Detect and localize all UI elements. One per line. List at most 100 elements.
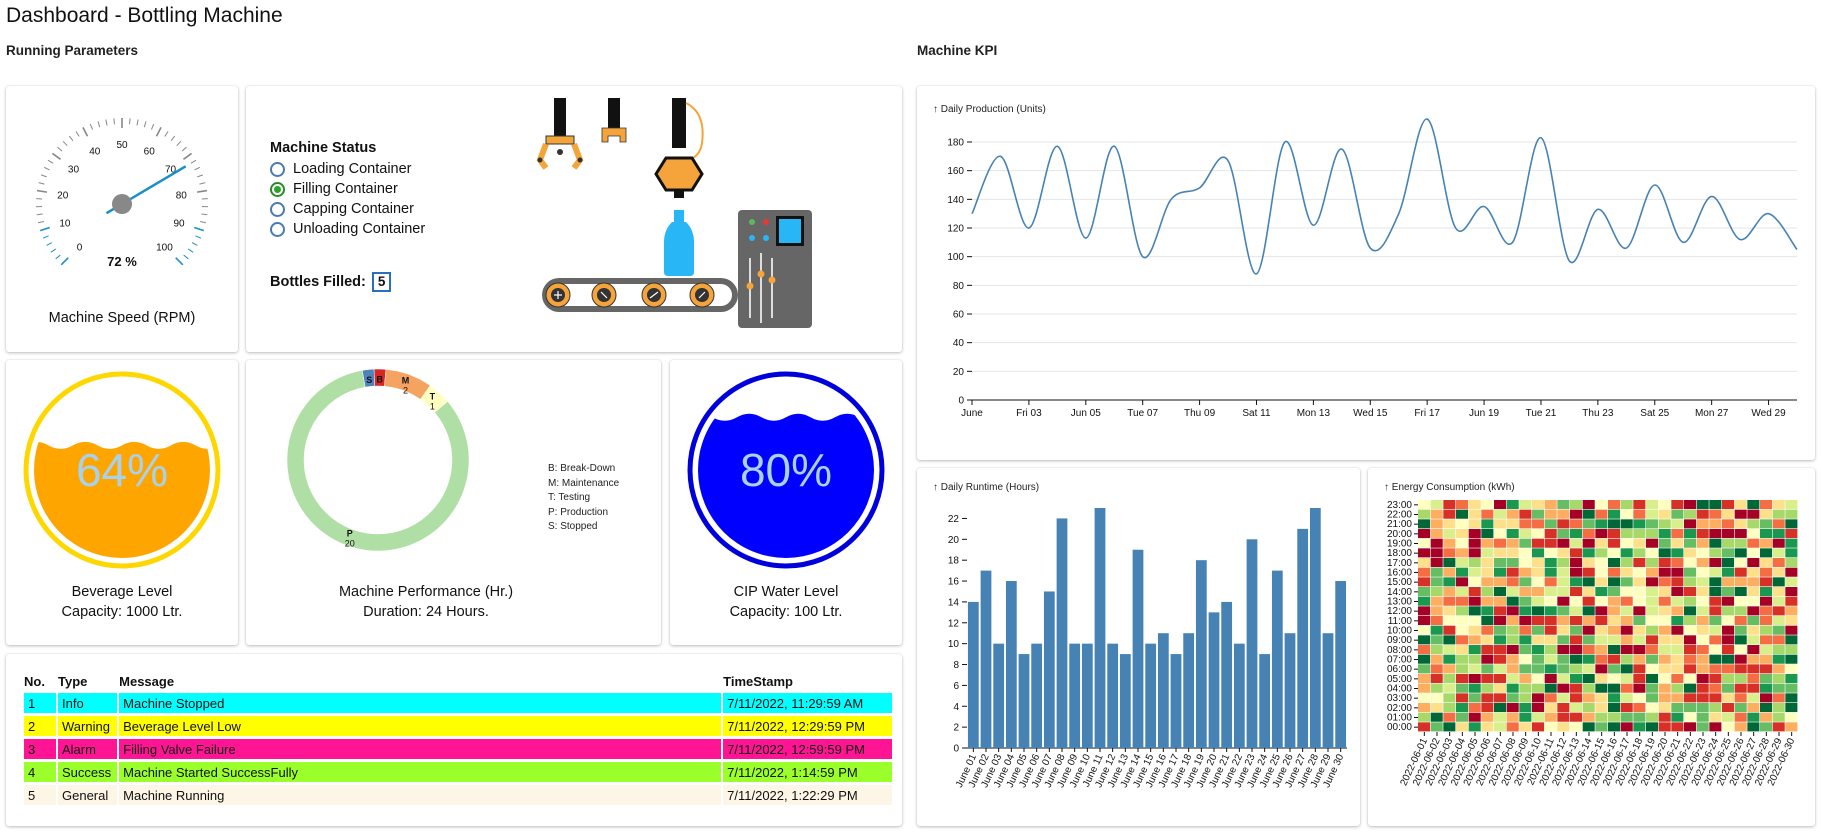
heatmap-cell <box>1671 654 1684 664</box>
heatmap-cell <box>1684 567 1697 577</box>
heatmap-cell <box>1608 577 1621 587</box>
heatmap-cell <box>1481 567 1494 577</box>
heatmap-cell <box>1456 693 1469 703</box>
heatmap-cell <box>1709 645 1722 655</box>
heatmap-cell <box>1620 548 1633 558</box>
heatmap-cell <box>1519 664 1532 674</box>
heatmap-cell <box>1709 625 1722 635</box>
heatmap-cell <box>1557 606 1570 616</box>
y-tick-label: 19:00 <box>1387 539 1412 550</box>
donut-slice-value: 20 <box>345 539 355 549</box>
heatmap-cell <box>1494 703 1507 713</box>
runtime-bar <box>1107 643 1119 748</box>
heatmap-cell <box>1620 606 1633 616</box>
gauge-tick <box>181 146 187 152</box>
heatmap-cell <box>1696 722 1709 732</box>
heatmap-cell <box>1481 558 1494 568</box>
radio-button[interactable] <box>270 181 285 197</box>
heatmap-cell <box>1760 712 1773 722</box>
heatmap-cell <box>1608 529 1621 539</box>
heatmap-cell <box>1418 722 1431 732</box>
heatmap-cell <box>1519 558 1532 568</box>
heatmap-cell <box>1582 548 1595 558</box>
heatmap-cell <box>1430 529 1443 539</box>
heatmap-cell <box>1506 712 1519 722</box>
heatmap-cell <box>1443 674 1456 684</box>
radio-button[interactable] <box>270 161 285 177</box>
heatmap-cell <box>1696 519 1709 529</box>
heatmap-cell <box>1684 587 1697 597</box>
heatmap-cell <box>1646 625 1659 635</box>
heatmap-cell <box>1671 674 1684 684</box>
heatmap-cell <box>1532 538 1545 548</box>
gauge-tick <box>170 135 176 142</box>
heatmap-cell <box>1633 567 1646 577</box>
gauge-tick <box>40 174 47 178</box>
heatmap-cell <box>1456 596 1469 606</box>
heatmap-cell <box>1709 674 1722 684</box>
heatmap-cell <box>1544 722 1557 732</box>
heatmap-cell <box>1519 606 1532 616</box>
heatmap-cell <box>1544 664 1557 674</box>
heatmap-cell <box>1608 606 1621 616</box>
heatmap-cell <box>1734 538 1747 548</box>
status-option[interactable]: Capping Container <box>270 199 425 219</box>
event-row[interactable]: 4 Success Machine Started SuccessFully 7/11… <box>22 762 892 782</box>
heatmap-cell <box>1620 712 1633 722</box>
event-message: Beverage Level Low <box>117 716 721 736</box>
heatmap-cell <box>1494 674 1507 684</box>
event-row[interactable]: 2 Warning Beverage Level Low 7/11/2022, 12:… <box>22 716 892 736</box>
heatmap-cell <box>1506 625 1519 635</box>
status-option[interactable]: Unloading Container <box>270 219 425 239</box>
heatmap-cell <box>1620 577 1633 587</box>
heatmap-cell <box>1506 558 1519 568</box>
machine-status-title: Machine Status <box>270 140 377 156</box>
production-line <box>971 118 1798 275</box>
heatmap-cell <box>1430 519 1443 529</box>
heatmap-cell <box>1456 587 1469 597</box>
y-tick-label: 0 <box>953 744 959 755</box>
performance-donut-chart: S B M2 T1 P20 <box>286 368 470 552</box>
gauge-tick <box>39 226 50 232</box>
event-row[interactable]: 3 Alarm Filling Valve Failure 7/11/2022, 12… <box>22 739 892 759</box>
event-row[interactable]: 5 General Machine Running 7/11/2022, 1:22:2… <box>22 785 892 805</box>
heatmap-cell <box>1772 558 1785 568</box>
heatmap-cell <box>1595 722 1608 732</box>
heatmap-cell <box>1785 500 1798 510</box>
heatmap-cell <box>1519 635 1532 645</box>
status-option[interactable]: Loading Container <box>270 159 425 179</box>
heatmap-cell <box>1418 558 1431 568</box>
heatmap-cell <box>1557 616 1570 626</box>
daily-production-chart: ↑ Daily Production (Units) 0 20 40 60 80 100 12… <box>933 104 1798 419</box>
y-tick-label: 13:00 <box>1387 597 1412 608</box>
heatmap-cell <box>1582 558 1595 568</box>
gauge-tick <box>176 140 182 147</box>
heatmap-cell <box>1772 712 1785 722</box>
heatmap-cell <box>1544 587 1557 597</box>
heatmap-cell <box>1570 635 1583 645</box>
status-option-label: Filling Container <box>293 181 398 197</box>
runtime-bar <box>1297 528 1309 748</box>
heatmap-cell <box>1760 529 1773 539</box>
heatmap-cell <box>1633 693 1646 703</box>
event-row[interactable]: 1 Info Machine Stopped 7/11/2022, 11:29:59 … <box>22 693 892 713</box>
heatmap-cell <box>1494 712 1507 722</box>
status-option[interactable]: Filling Container <box>270 179 425 199</box>
heatmap-cell <box>1760 519 1773 529</box>
heatmap-cell <box>1785 693 1798 703</box>
heatmap-cell <box>1430 625 1443 635</box>
heatmap-cell <box>1456 500 1469 510</box>
heatmap-cell <box>1734 500 1747 510</box>
radio-button[interactable] <box>270 201 285 217</box>
heatmap-cell <box>1582 635 1595 645</box>
heatmap-cell <box>1519 654 1532 664</box>
runtime-bar <box>1259 654 1271 748</box>
heatmap-cell <box>1582 722 1595 732</box>
radio-button[interactable] <box>270 221 285 237</box>
heatmap-cell <box>1519 548 1532 558</box>
heatmap-cell <box>1544 693 1557 703</box>
heatmap-cell <box>1532 674 1545 684</box>
heatmap-cell <box>1722 693 1735 703</box>
heatmap-cell <box>1570 538 1583 548</box>
x-tick-label: Fri 17 <box>1414 408 1440 419</box>
